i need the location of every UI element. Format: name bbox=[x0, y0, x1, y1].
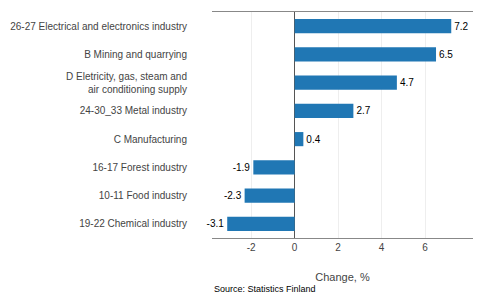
svg-text:6: 6 bbox=[422, 242, 428, 253]
svg-text:C Manufacturing: C Manufacturing bbox=[114, 134, 187, 145]
svg-text:B Mining and quarrying: B Mining and quarrying bbox=[84, 49, 187, 60]
svg-text:6.5: 6.5 bbox=[439, 49, 453, 60]
svg-text:24-30_33 Metal industry: 24-30_33 Metal industry bbox=[80, 105, 187, 116]
svg-text:4.7: 4.7 bbox=[400, 77, 414, 88]
svg-text:19-22 Chemical industry: 19-22 Chemical industry bbox=[79, 218, 187, 229]
svg-text:2: 2 bbox=[335, 242, 341, 253]
svg-text:10-11 Food industry: 10-11 Food industry bbox=[99, 190, 187, 201]
svg-text:D Eletricity, gas, steam andai: D Eletricity, gas, steam andair conditio… bbox=[66, 71, 187, 95]
svg-text:-1.9: -1.9 bbox=[233, 162, 251, 173]
svg-text:-2: -2 bbox=[247, 242, 256, 253]
svg-text:16-17 Forest industry: 16-17 Forest industry bbox=[93, 162, 188, 173]
svg-text:4: 4 bbox=[379, 242, 385, 253]
svg-text:Source: Statistics Finland: Source: Statistics Finland bbox=[214, 284, 316, 294]
svg-text:7.2: 7.2 bbox=[454, 21, 468, 32]
svg-text:0: 0 bbox=[292, 242, 298, 253]
svg-text:-3.1: -3.1 bbox=[207, 218, 225, 229]
svg-text:2.7: 2.7 bbox=[356, 105, 370, 116]
svg-text:Change, %: Change, % bbox=[315, 271, 370, 283]
svg-text:-2.3: -2.3 bbox=[224, 190, 242, 201]
svg-text:0.4: 0.4 bbox=[306, 134, 320, 145]
svg-text:26-27 Electrical and electroni: 26-27 Electrical and electronics industr… bbox=[10, 21, 187, 32]
